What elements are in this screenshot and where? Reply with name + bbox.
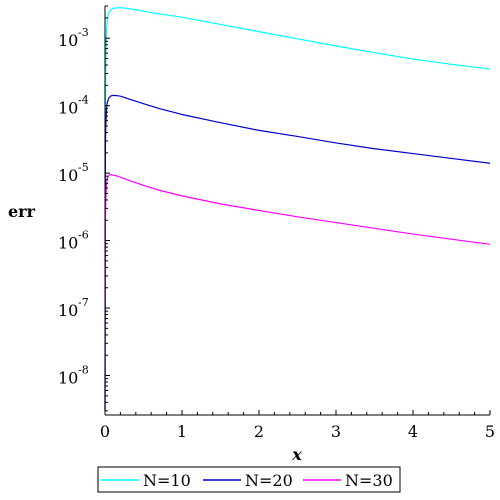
- y-tick-label-base: 10: [58, 234, 78, 253]
- y-tick-label-exp: -3: [78, 26, 89, 39]
- legend-label: N=20: [245, 471, 293, 490]
- x-tick-label: 0: [100, 422, 110, 441]
- legend-label: N=10: [143, 471, 191, 490]
- y-tick-label-base: 10: [58, 166, 78, 185]
- legend-box: [97, 466, 401, 493]
- series-line-n-30: [104, 174, 491, 411]
- legend: N=10 N=20 N=30: [97, 466, 401, 493]
- y-axis-label: err: [8, 202, 36, 221]
- legend-label: N=30: [345, 471, 393, 490]
- y-tick-label-exp: -6: [78, 229, 89, 242]
- y-tick-label-base: 10: [58, 99, 78, 118]
- y-tick-label-base: 10: [58, 301, 78, 320]
- y-ticks: 10-310-410-510-610-710-8: [58, 5, 110, 412]
- series-line-n-20: [104, 94, 491, 411]
- y-tick-label-base: 10: [58, 31, 78, 50]
- y-tick-label-exp: -7: [78, 296, 89, 309]
- y-tick-label-exp: -4: [78, 94, 89, 107]
- x-axis-label: x: [291, 445, 302, 464]
- x-tick-label: 3: [331, 422, 341, 441]
- axes: [104, 6, 490, 416]
- x-tick-label: 2: [254, 422, 264, 441]
- legend-items: N=10 N=20 N=30: [101, 471, 393, 490]
- y-tick-label-exp: -8: [78, 364, 89, 377]
- x-tick-label: 1: [177, 422, 187, 441]
- plot-lines: [104, 7, 491, 411]
- series-line-n-10: [104, 7, 491, 411]
- x-tick-label: 5: [485, 422, 495, 441]
- y-tick-label-exp: -5: [78, 161, 89, 174]
- y-tick-label-base: 10: [58, 369, 78, 388]
- x-ticks: 0 1 2 3 4 5: [100, 410, 495, 441]
- x-tick-label: 4: [408, 422, 418, 441]
